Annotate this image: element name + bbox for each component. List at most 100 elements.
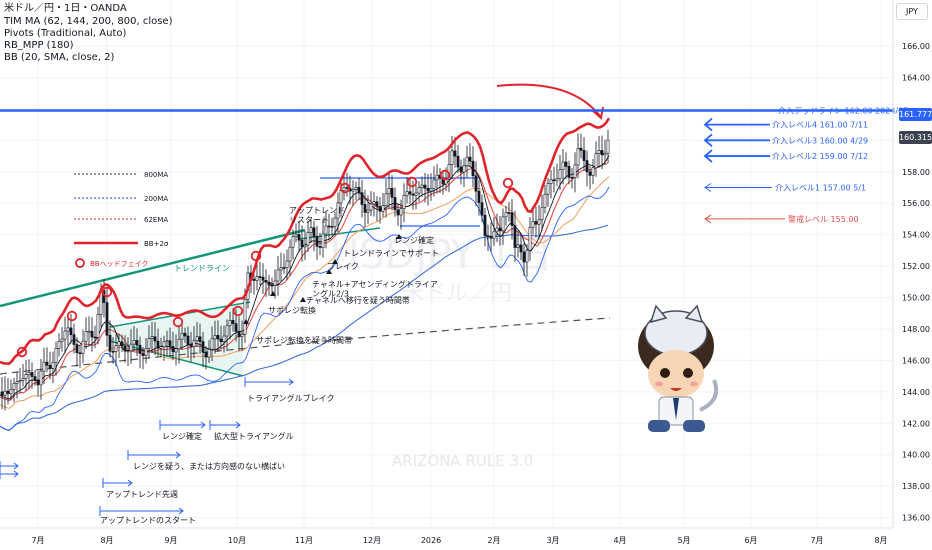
candle-body [288,246,292,262]
candle-body [585,160,589,173]
candle-body [393,197,397,211]
candle-body [294,234,298,237]
candle-body [60,338,64,342]
candle-body [138,344,142,354]
candle-body [498,227,502,232]
mascot-illustration [638,304,719,432]
last-price-label: 160.315 [899,131,932,144]
candle-body [252,278,256,281]
time-tick-label: 12月 [363,536,381,545]
candle-body [300,239,304,248]
candle-body [465,156,469,167]
candle-body [591,167,595,176]
candle-body [354,187,358,190]
legend-symbol[interactable]: 米ドル／円・1日・OANDA [4,3,127,14]
uptrend-restart-label: アップトレンドリスタート [289,206,345,225]
candle-body [0,391,4,396]
bb-upper-line [0,117,611,366]
candle-body [21,378,25,381]
candle-body [342,187,346,191]
price-tick-label: 150.00 [902,294,930,303]
candle-body [72,334,76,345]
time-tick-label: 6月 [744,536,757,545]
ma-800-line [0,317,611,375]
support-resist-doubt-label: サポレジ転換を疑う時間帯 [256,335,352,345]
headfake-marker [502,177,514,189]
trendline-label: トレンドライン [174,264,230,273]
candle-body [42,361,46,372]
candle-body [576,147,580,166]
candle-body [153,336,157,342]
range-doubt-range-end [175,451,181,459]
candle-body [57,341,61,349]
candle-body [501,216,505,232]
headfake-marker [406,176,418,188]
candle-body [561,161,565,170]
candle-body [228,320,232,327]
candle-body [567,166,571,178]
candle-body [411,193,415,196]
candle-body [504,212,508,218]
candle-body [351,189,355,192]
candle-body [369,203,373,211]
key-legend-label: 62EMA [144,216,168,224]
candle-body [477,190,481,203]
candle-body [330,226,334,228]
uptrend-start-label: アップトレンドのスタート [100,516,196,525]
candle-body [198,336,202,342]
candle-body [468,156,472,162]
trendline-main [0,228,306,308]
candle-body [546,183,550,195]
legend-indicator-rb-mpp[interactable]: RB_MPP (180) [4,40,74,51]
intervention-levels-layer: 介入デッドライン 162.00 2024/07 介入レベル4 161.00 7/1… [0,105,908,224]
triangle-shade [110,304,243,376]
candle-body [267,281,271,286]
legend-indicator-tim-ma[interactable]: TIM MA (62, 144, 200, 800, close) [4,16,173,27]
price-tick-label: 142.00 [902,419,930,428]
headfake-marker [172,316,184,328]
candle-body [156,340,160,349]
candle-body [135,340,139,346]
candle-body [414,192,418,196]
candle-body [84,331,88,342]
bb-lower-line [0,186,610,431]
watermark-name: 米ドル／円 [402,281,512,306]
candle-body [336,202,340,219]
candle-body [90,330,94,338]
candle-body [396,209,400,216]
candle-body [150,336,154,339]
level4-label: 介入レベル4 161.00 7/11 [772,121,868,130]
event-triangle-marker [300,297,306,302]
candle-body [69,327,73,335]
candle-body [216,335,220,340]
legend-indicator-bb[interactable]: BB (20, SMA, close, 2) [4,52,115,63]
key-legend-label: 800MA [144,171,168,179]
deadline-label: 介入デッドライン 162.00 2024/07 [778,105,908,115]
candle-body [141,353,145,356]
time-tick-label: 9月 [164,536,177,545]
candle-body [132,340,136,345]
candle-body [24,374,28,379]
candle-body [474,175,478,192]
candle-body [273,280,277,286]
legend-indicator-pivots[interactable]: Pivots (Traditional, Auto) [4,28,127,39]
triangle-break-range-end [288,378,294,386]
expand-triangle-label: 拡大型トライアングル [214,431,294,441]
channel-ascending-label: チャネル+アセンディングトライアングル2/3 [312,279,438,299]
candle-body [459,166,463,173]
candle-body [513,225,517,248]
mascot-eye-left [660,368,670,378]
candle-body [495,227,499,233]
candle-body [402,195,406,209]
currency-button[interactable]: JPY [896,3,928,20]
candle-body [225,325,229,337]
mascot-eye-right [683,368,693,378]
annotations-layer: トレンドラインアップトレンドリスタートブレイクトレンドラインでサポートレンジ確定… [0,83,604,525]
mascot-leg-right [683,420,705,432]
uptrend-first-label: アップトレンド先週 [106,489,178,499]
candle-body [600,150,604,156]
candle-body [597,150,601,154]
candle-body [462,165,466,173]
level2-arrowhead [703,149,713,163]
